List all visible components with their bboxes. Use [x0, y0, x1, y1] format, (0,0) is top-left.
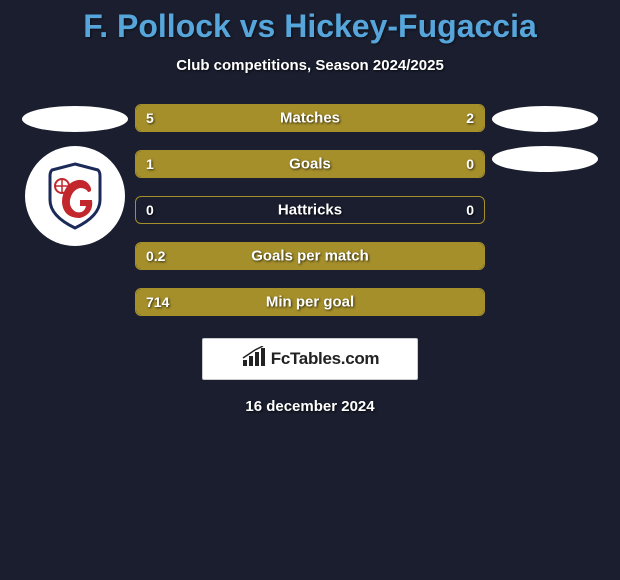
logo-text: FcTables.com	[271, 349, 380, 369]
fctables-logo[interactable]: FcTables.com	[202, 338, 418, 380]
stat-left-value: 5	[146, 110, 154, 126]
club-silhouette-right	[492, 146, 598, 172]
subtitle: Club competitions, Season 2024/2025	[0, 57, 620, 74]
stat-label: Hattricks	[278, 202, 342, 219]
left-player-col	[15, 104, 135, 246]
stat-bar-goals-per-match: 0.2 Goals per match	[135, 242, 485, 270]
stat-right-value: 0	[466, 202, 474, 218]
date-text: 16 december 2024	[0, 398, 620, 415]
stats-bars: 5 Matches 2 1 Goals 0 0 Hattricks 0 0.2	[135, 104, 485, 316]
stat-left-value: 0.2	[146, 248, 165, 264]
bar-left-fill	[136, 105, 384, 131]
player-silhouette-right	[492, 106, 598, 132]
stat-label: Goals	[289, 156, 331, 173]
stat-label: Min per goal	[266, 294, 354, 311]
club-badge-left	[25, 146, 125, 246]
stat-left-value: 1	[146, 156, 154, 172]
stat-left-value: 714	[146, 294, 169, 310]
stat-right-value: 0	[466, 156, 474, 172]
stat-left-value: 0	[146, 202, 154, 218]
stat-bar-matches: 5 Matches 2	[135, 104, 485, 132]
stat-bar-min-per-goal: 714 Min per goal	[135, 288, 485, 316]
right-player-col	[485, 104, 605, 172]
bar-chart-icon	[241, 346, 267, 373]
content-row: 5 Matches 2 1 Goals 0 0 Hattricks 0 0.2	[0, 104, 620, 316]
page-title: F. Pollock vs Hickey-Fugaccia	[0, 8, 620, 45]
shield-icon	[46, 162, 104, 230]
stat-label: Goals per match	[251, 248, 369, 265]
comparison-card: F. Pollock vs Hickey-Fugaccia Club compe…	[0, 0, 620, 415]
stat-right-value: 2	[466, 110, 474, 126]
stat-label: Matches	[280, 110, 340, 127]
bar-left-fill	[136, 151, 407, 177]
player-silhouette-left	[22, 106, 128, 132]
stat-bar-hattricks: 0 Hattricks 0	[135, 196, 485, 224]
stat-bar-goals: 1 Goals 0	[135, 150, 485, 178]
